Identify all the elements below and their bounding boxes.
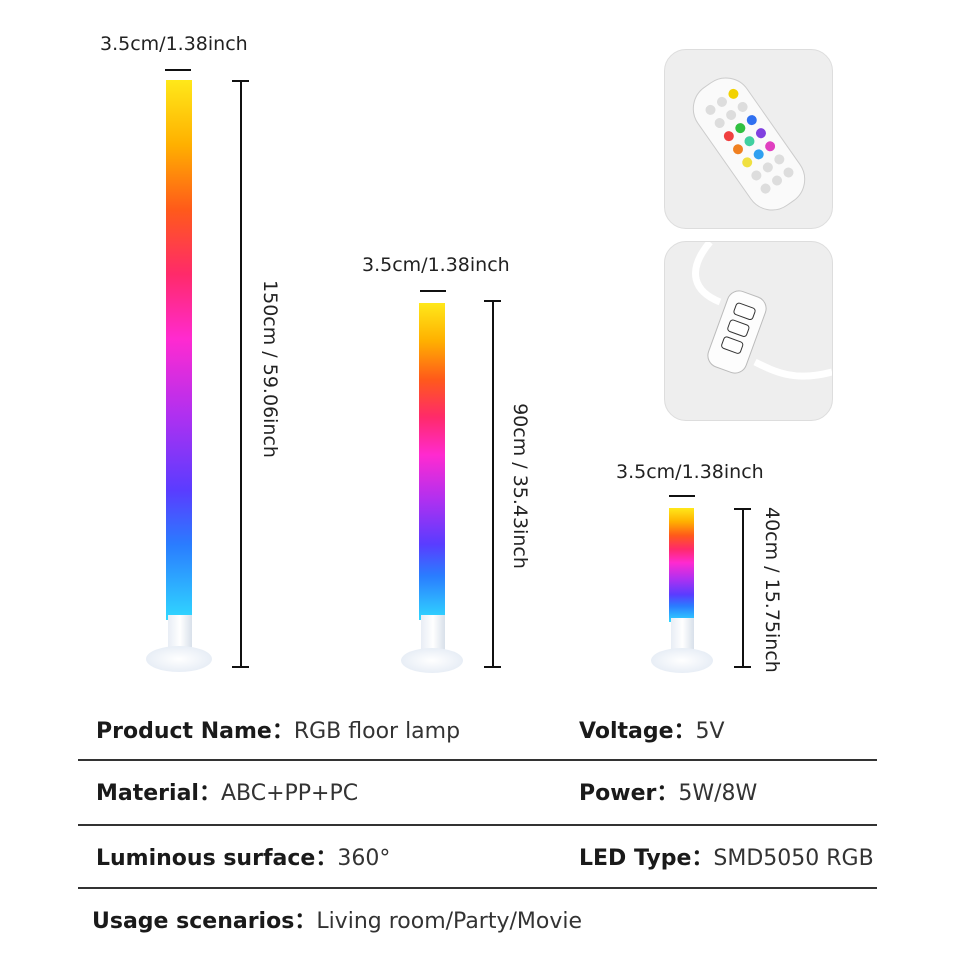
spec-label: Luminous surface：: [96, 846, 338, 871]
dimension-cap: [232, 666, 249, 668]
tall-lamp-height-label: 150cm / 59.06inch: [259, 280, 281, 458]
divider: [78, 824, 877, 826]
small-lamp-width-label: 3.5cm/1.38inch: [616, 461, 764, 483]
spec-voltage: Voltage：5V: [579, 713, 725, 745]
spec-value: ABC+PP+PC: [220, 781, 359, 806]
dimension-cap: [484, 300, 501, 302]
spec-product-name: Product Name：RGB floor lamp: [96, 713, 460, 745]
spec-value: 5V: [695, 719, 725, 744]
remote-control-icon: [692, 77, 806, 211]
dimension-cap: [232, 80, 249, 82]
spec-label: Usage scenarios：: [92, 909, 317, 934]
medium-lamp-light-bar: [419, 303, 445, 620]
spec-luminous-surface: Luminous surface：360°: [96, 840, 390, 872]
dimension-cap: [734, 666, 751, 668]
spec-label: LED Type：: [579, 846, 714, 871]
spec-value: 5W/8W: [678, 781, 758, 806]
spec-power: Power：5W/8W: [579, 775, 757, 807]
spec-value: RGB floor lamp: [293, 719, 461, 744]
height-dimension-line: [240, 80, 242, 667]
width-dimension-line: [420, 290, 446, 292]
medium-lamp-width-label: 3.5cm/1.38inch: [362, 254, 510, 276]
spec-usage-scenarios: Usage scenarios：Living room/Party/Movie: [92, 903, 582, 935]
dimension-cap: [484, 666, 501, 668]
small-lamp-neck: [671, 618, 694, 656]
tall-lamp-width-label: 3.5cm/1.38inch: [100, 33, 248, 55]
divider: [78, 759, 877, 761]
remote-control-photo: [664, 49, 833, 229]
spec-label: Voltage：: [579, 719, 696, 744]
height-dimension-line: [742, 508, 744, 667]
medium-lamp-base: [401, 648, 463, 673]
spec-material: Material：ABC+PP+PC: [96, 775, 358, 807]
small-lamp-height-label: 40cm / 15.75inch: [761, 507, 783, 673]
small-lamp-light-bar: [669, 508, 694, 622]
width-dimension-line: [165, 69, 191, 71]
inline-controller-icon: [692, 239, 833, 380]
medium-lamp-height-label: 90cm / 35.43inch: [509, 403, 531, 569]
spec-label: Power：: [579, 781, 679, 806]
spec-value: 360°: [337, 846, 391, 871]
width-dimension-line: [669, 495, 695, 497]
spec-value: SMD5050 RGB: [713, 846, 874, 871]
dimension-cap: [734, 508, 751, 510]
inline-controller-photo: [664, 239, 833, 421]
height-dimension-line: [492, 300, 494, 667]
spec-value: Living room/Party/Movie: [316, 909, 583, 934]
divider: [78, 887, 877, 889]
small-lamp-base: [651, 648, 713, 673]
spec-led-type: LED Type：SMD5050 RGB: [579, 840, 874, 872]
spec-label: Material：: [96, 781, 221, 806]
spec-label: Product Name：: [96, 719, 294, 744]
tall-lamp-light-bar: [166, 80, 192, 620]
tall-lamp-base: [146, 646, 212, 672]
